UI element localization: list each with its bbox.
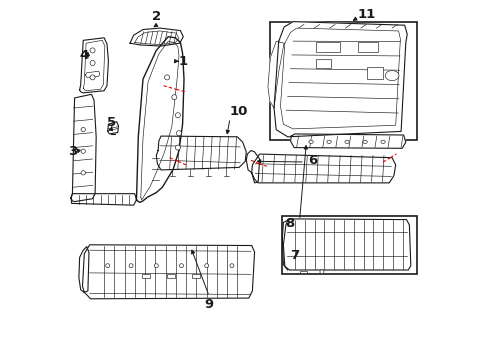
Circle shape bbox=[229, 264, 233, 268]
Circle shape bbox=[204, 264, 208, 268]
Circle shape bbox=[319, 270, 323, 274]
Polygon shape bbox=[273, 22, 407, 137]
Polygon shape bbox=[283, 219, 410, 270]
Circle shape bbox=[164, 75, 169, 80]
Text: 3: 3 bbox=[68, 145, 77, 158]
Polygon shape bbox=[267, 41, 284, 108]
Polygon shape bbox=[290, 134, 405, 148]
Circle shape bbox=[176, 131, 181, 136]
Circle shape bbox=[175, 113, 180, 118]
Circle shape bbox=[105, 264, 109, 268]
Circle shape bbox=[81, 171, 85, 175]
Polygon shape bbox=[136, 37, 183, 202]
Ellipse shape bbox=[380, 140, 385, 144]
Bar bbox=[269, 22, 416, 140]
Polygon shape bbox=[251, 154, 395, 183]
Polygon shape bbox=[80, 38, 108, 93]
Circle shape bbox=[81, 127, 85, 132]
Circle shape bbox=[90, 60, 95, 66]
Text: 10: 10 bbox=[229, 105, 248, 118]
Bar bbox=[142, 274, 149, 278]
Circle shape bbox=[175, 145, 180, 150]
Polygon shape bbox=[82, 245, 254, 299]
Bar bbox=[316, 42, 339, 52]
Text: 9: 9 bbox=[203, 298, 213, 311]
Text: 4: 4 bbox=[80, 49, 89, 62]
Bar bbox=[366, 67, 382, 79]
Ellipse shape bbox=[326, 140, 330, 144]
Polygon shape bbox=[130, 28, 183, 46]
Ellipse shape bbox=[344, 140, 348, 144]
Ellipse shape bbox=[385, 71, 398, 81]
Circle shape bbox=[179, 264, 183, 268]
Bar bbox=[282, 216, 416, 274]
Circle shape bbox=[171, 95, 177, 100]
Bar bbox=[357, 42, 377, 52]
Polygon shape bbox=[79, 247, 89, 292]
Polygon shape bbox=[71, 194, 136, 205]
Text: 1: 1 bbox=[179, 55, 187, 68]
Polygon shape bbox=[107, 122, 118, 134]
Circle shape bbox=[129, 264, 133, 268]
Bar bbox=[192, 274, 200, 278]
Polygon shape bbox=[246, 150, 259, 183]
Polygon shape bbox=[156, 136, 246, 170]
Ellipse shape bbox=[362, 140, 366, 144]
Text: 7: 7 bbox=[290, 249, 299, 262]
Bar bbox=[167, 274, 175, 278]
Circle shape bbox=[90, 48, 95, 53]
Text: 5: 5 bbox=[106, 116, 116, 129]
Text: 2: 2 bbox=[151, 10, 161, 23]
Ellipse shape bbox=[308, 140, 313, 144]
Bar bbox=[300, 271, 306, 273]
Bar bbox=[316, 59, 330, 68]
Text: 8: 8 bbox=[285, 217, 293, 230]
Text: 11: 11 bbox=[357, 8, 375, 21]
Circle shape bbox=[81, 149, 85, 153]
Polygon shape bbox=[71, 94, 96, 202]
Circle shape bbox=[154, 264, 158, 268]
Text: 6: 6 bbox=[307, 154, 317, 167]
Circle shape bbox=[90, 75, 95, 80]
